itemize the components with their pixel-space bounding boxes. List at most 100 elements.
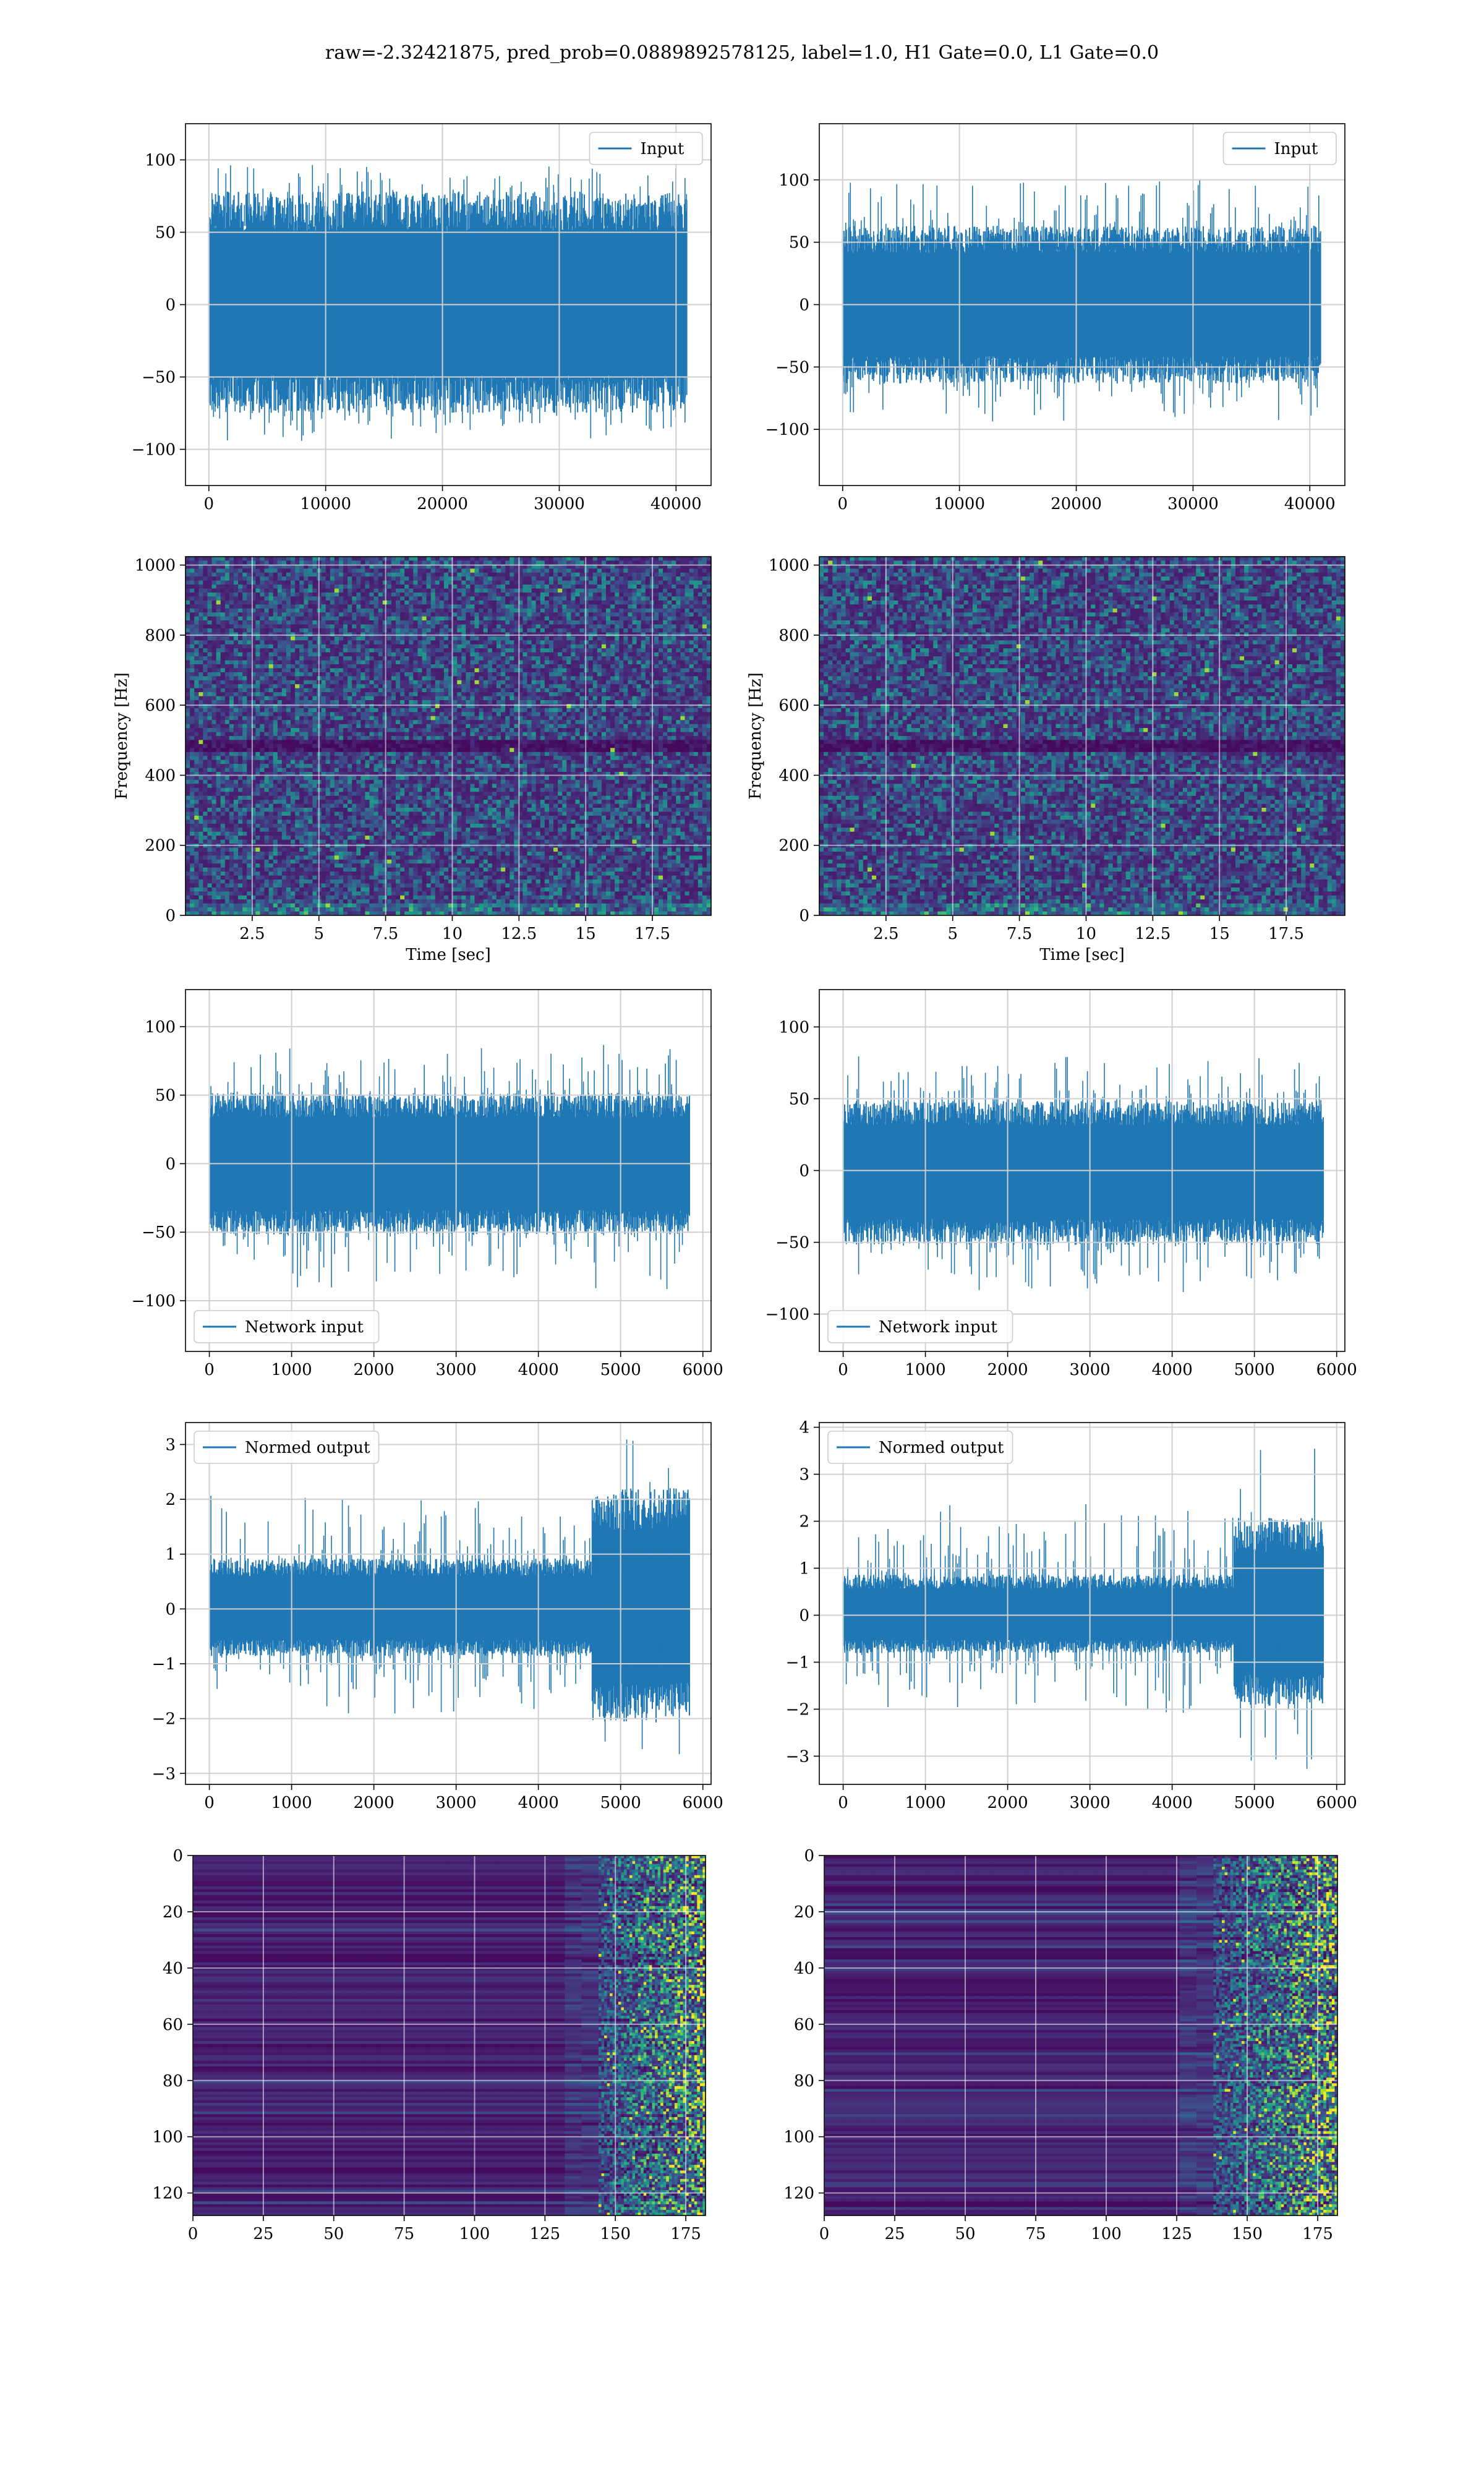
y-tick-label: 0	[165, 296, 176, 315]
ticks: 0 1000 2000 3000 4000 5000 6000 −100 −50 0 50 100	[765, 1018, 1357, 1379]
ticks: 0 10000 20000 30000 40000 −100 −50 0 50 100	[765, 171, 1336, 513]
x-tick-label: 2.5	[239, 925, 265, 943]
plot-area	[186, 557, 711, 915]
x-tick-label: 3000	[1070, 1361, 1111, 1379]
y-tick-label: −1	[152, 1655, 176, 1674]
panel-r5c1: 0 25 50 75 100 125 150 175 0 20 40 60 80 100 120	[152, 1847, 706, 2243]
plot-area	[842, 1449, 1324, 1769]
y-tick-label: 0	[799, 1162, 809, 1181]
y-tick-label: 600	[145, 696, 176, 715]
ticks: 0 1000 2000 3000 4000 5000 6000 −100 −50 0 50 100	[132, 1018, 723, 1379]
y-tick-label: −2	[152, 1710, 176, 1729]
y-axis-label: Frequency [Hz]	[113, 672, 131, 800]
grid	[186, 557, 711, 916]
x-tick-label: 7.5	[373, 925, 398, 943]
plot-area	[824, 1856, 1337, 2215]
y-tick-label: 800	[145, 627, 176, 645]
x-tick-label: 3000	[1070, 1794, 1111, 1812]
panel-r2c2: 2.5 5 7.5 10 12.5 15 17.5 0 200 400 600 800 1000 Time…	[746, 556, 1345, 964]
plot-area	[819, 557, 1345, 915]
x-tick-label: 125	[1161, 2225, 1192, 2243]
y-tick-label: 100	[145, 152, 176, 170]
y-tick-label: 100	[778, 1018, 809, 1037]
x-tick-label: 7.5	[1007, 925, 1032, 943]
y-tick-label: −100	[765, 1306, 809, 1324]
grid	[819, 124, 1345, 486]
legend: Input	[1222, 132, 1337, 165]
panel-r2c1: 2.5 5 7.5 10 12.5 15 17.5 0 200 400 600 800 1000 Time…	[113, 556, 712, 964]
x-tick-label: 4000	[1152, 1794, 1193, 1812]
x-tick-label: 0	[204, 495, 215, 513]
x-tick-label: 2000	[354, 1794, 394, 1812]
ticks: 0 1000 2000 3000 4000 5000 6000 −3 −2 −1 0 1 2 3	[152, 1436, 723, 1812]
x-tick-label: 175	[670, 2225, 701, 2243]
panel-r5c2: 0 25 50 75 100 125 150 175 0 20 40 60 80 100 120	[783, 1847, 1338, 2243]
grid	[186, 990, 711, 1351]
x-tick-label: 6000	[683, 1361, 723, 1379]
y-tick-label: 50	[789, 1090, 809, 1108]
y-tick-label: 100	[145, 1018, 176, 1037]
axes-frame	[185, 556, 712, 916]
x-tick-label: 25	[253, 2225, 273, 2243]
y-tick-label: 400	[145, 766, 176, 785]
legend-label: Normed output	[879, 1439, 1004, 1457]
y-tick-label: −50	[142, 369, 176, 387]
legend-label: Network input	[245, 1318, 364, 1337]
y-tick-label: 0	[799, 296, 809, 315]
x-tick-label: 50	[955, 2225, 975, 2243]
x-tick-label: 1000	[905, 1794, 946, 1812]
y-tick-label: −100	[765, 421, 809, 439]
x-tick-label: 15	[1209, 925, 1230, 943]
x-tick-label: 0	[204, 1794, 215, 1812]
x-axis-label: Time [sec]	[1039, 946, 1125, 964]
x-tick-label: 175	[1302, 2225, 1333, 2243]
y-tick-label: −100	[132, 1292, 176, 1311]
y-tick-label: 200	[778, 837, 809, 855]
y-tick-label: −50	[775, 358, 809, 377]
figure-title: raw=-2.32421875, pred_prob=0.08898925781…	[0, 42, 1484, 64]
series-line	[842, 180, 1321, 422]
y-tick-label: 20	[794, 1903, 814, 1922]
x-tick-label: 5000	[1234, 1361, 1275, 1379]
axes-frame	[192, 1855, 706, 2216]
grid	[819, 990, 1345, 1351]
y-tick-label: 120	[152, 2185, 183, 2203]
plot-area	[208, 1045, 690, 1290]
x-tick-label: 1000	[905, 1361, 946, 1379]
y-tick-label: 0	[804, 1847, 814, 1865]
x-tick-label: 10	[442, 925, 463, 943]
x-tick-label: 5000	[1234, 1794, 1275, 1812]
ticks: 0 25 50 75 100 125 150 175 0 20 40 60 80 100 120	[152, 1847, 701, 2243]
x-tick-label: 0	[838, 1361, 848, 1379]
x-tick-label: 150	[1232, 2225, 1263, 2243]
x-tick-label: 12.5	[1135, 925, 1171, 943]
x-tick-label: 6000	[1316, 1794, 1357, 1812]
y-tick-label: 50	[155, 224, 176, 242]
y-tick-label: 80	[163, 2072, 183, 2091]
x-tick-label: 6000	[1316, 1361, 1357, 1379]
panel-r3c1: 0 1000 2000 3000 4000 5000 6000 −100 −50 0 50 100 Ne…	[132, 989, 723, 1379]
x-tick-label: 0	[188, 2225, 198, 2243]
y-tick-label: 4	[799, 1419, 809, 1437]
y-tick-label: −3	[152, 1765, 176, 1783]
x-tick-label: 30000	[1167, 495, 1219, 513]
x-axis-label: Time [sec]	[406, 946, 491, 964]
legend-label: Normed output	[245, 1439, 370, 1457]
x-tick-label: 4000	[518, 1794, 559, 1812]
y-tick-label: 400	[778, 766, 809, 785]
x-tick-label: 17.5	[634, 925, 670, 943]
series-line	[842, 1056, 1324, 1292]
panel-r1c1: 0 10000 20000 30000 40000 −100 −50 0 50 100 Input	[132, 123, 712, 513]
x-tick-label: 6000	[683, 1794, 723, 1812]
y-tick-label: 0	[799, 907, 809, 925]
y-tick-label: 1000	[135, 557, 176, 575]
x-tick-label: 5	[313, 925, 324, 943]
ticks: 0 1000 2000 3000 4000 5000 6000 −3 −2 −1 0 1 2 3 4	[786, 1419, 1357, 1812]
grid	[819, 1423, 1345, 1784]
x-tick-label: 15	[576, 925, 596, 943]
ticks: 2.5 5 7.5 10 12.5 15 17.5 0 200 400 600 800 1000	[769, 557, 1304, 943]
ticks: 2.5 5 7.5 10 12.5 15 17.5 0 200 400 600 800 1000	[135, 557, 670, 943]
x-tick-label: 10000	[300, 495, 351, 513]
series-line	[208, 1045, 690, 1290]
y-tick-label: 1000	[769, 557, 809, 575]
